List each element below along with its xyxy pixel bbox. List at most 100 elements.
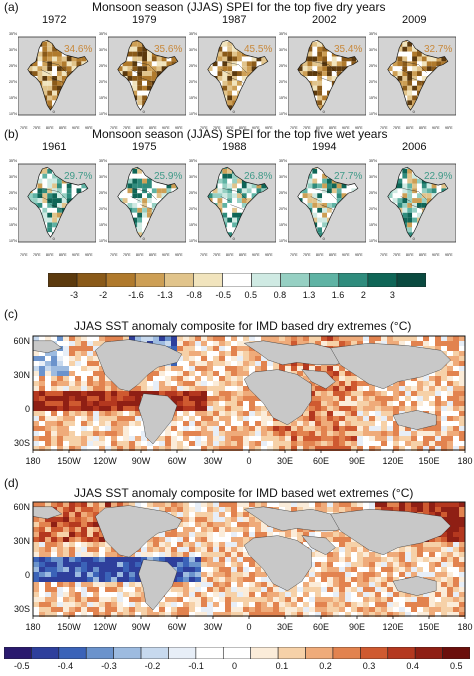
world-latitude-label: 30S <box>14 604 30 614</box>
area-percent-label: 22.9% <box>424 171 453 182</box>
panel-c-sst-map: 60N 30N 0 30S 180 150W 120W 90W 60W 30W 0 30E 60E 90E… <box>0 334 474 476</box>
sst-colorbar-label: -0.1 <box>188 661 204 671</box>
latitude-tick-label: 15°N <box>99 223 107 227</box>
latitude-tick-label: 20°N <box>279 80 287 84</box>
latitude-tick-label: 25°N <box>9 64 17 68</box>
sst-colorbar-swatches <box>4 647 470 659</box>
world-longitude-label: 180 <box>457 622 472 632</box>
panel-b-letter: (b) <box>4 127 19 141</box>
latitude-tick-label: 35°N <box>279 159 287 163</box>
longitude-tick-label: 70°E <box>200 253 208 257</box>
latitude-tick-label: 35°N <box>99 159 107 163</box>
latitude-tick-label: 30°N <box>9 48 17 52</box>
latitude-tick-label: 20°N <box>369 207 377 211</box>
longitude-tick-label: 95°E <box>85 126 93 130</box>
longitude-tick-label: 95°E <box>265 253 273 257</box>
sst-colorbar-label: 0.5 <box>450 661 463 671</box>
sst-colorbar-label: -0.5 <box>14 661 30 671</box>
longitude-tick-label: 90°E <box>252 126 260 130</box>
longitude-tick-label: 75°E <box>393 253 401 257</box>
world-longitude-label: 120E <box>382 456 403 466</box>
sst-colorbar-label: 0.4 <box>406 661 419 671</box>
latitude-tick-label: 10°N <box>369 112 377 116</box>
longitude-tick-label: 90°E <box>162 126 170 130</box>
latitude-tick-label: 35°N <box>99 32 107 36</box>
longitude-tick-label: 85°E <box>59 126 67 130</box>
year-label: 1994 <box>312 141 337 153</box>
world-latitude-label: 30N <box>13 370 30 380</box>
longitude-tick-label: 80°E <box>136 126 144 130</box>
longitude-tick-label: 80°E <box>316 253 324 257</box>
latitude-tick-label: 25°N <box>279 191 287 195</box>
india-spei-map <box>288 36 366 116</box>
spei-colorbar-label: 1.6 <box>331 290 345 300</box>
latitude-tick-label: 10°N <box>99 112 107 116</box>
world-longitude-label: 150W <box>57 456 81 466</box>
longitude-tick-label: 90°E <box>72 126 80 130</box>
latitude-tick-label: 15°N <box>9 96 17 100</box>
longitude-tick-label: 75°E <box>33 126 41 130</box>
spei-colorbar-label: 0.8 <box>273 290 287 300</box>
year-label: 1988 <box>222 141 247 153</box>
latitude-tick-label: 20°N <box>189 80 197 84</box>
longitude-tick-label: 85°E <box>59 253 67 257</box>
latitude-tick-label: 30°N <box>279 48 287 52</box>
latitude-tick-label: 35°N <box>9 159 17 163</box>
world-longitude-label: 60W <box>168 456 187 466</box>
latitude-tick-label: 25°N <box>9 191 17 195</box>
world-longitude-label: 180 <box>25 622 40 632</box>
longitude-tick-label: 75°E <box>213 253 221 257</box>
world-longitude-label: 120W <box>93 622 117 632</box>
latitude-tick-label: 35°N <box>189 32 197 36</box>
panel-d-title-text: JJAS SST anomaly composite for IMD based… <box>74 486 396 500</box>
latitude-tick-label: 15°N <box>279 223 287 227</box>
longitude-tick-label: 85°E <box>419 253 427 257</box>
panel-b-title: Monsoon season (JJAS) SPEI for the top f… <box>92 127 388 141</box>
india-spei-map <box>18 36 96 116</box>
panel-d-title-unit: °C) <box>395 486 414 500</box>
latitude-tick-label: 10°N <box>369 239 377 243</box>
longitude-tick-label: 95°E <box>355 253 363 257</box>
longitude-tick-label: 80°E <box>406 126 414 130</box>
longitude-tick-label: 90°E <box>342 253 350 257</box>
longitude-tick-label: 95°E <box>265 126 273 130</box>
latitude-tick-label: 20°N <box>9 80 17 84</box>
spei-colorbar-label: -1.3 <box>157 290 173 300</box>
world-longitude-label: 150E <box>418 456 439 466</box>
sst-colorbar-label: -0.2 <box>144 661 161 671</box>
longitude-tick-label: 95°E <box>355 126 363 130</box>
sst-colorbar-label: -0.3 <box>101 661 117 671</box>
world-longitude-label: 180 <box>457 456 472 466</box>
latitude-tick-label: 30°N <box>189 48 197 52</box>
world-latitude-label: 60N <box>13 336 30 346</box>
sst-colorbar: -0.5 -0.4 -0.3 -0.2 -0.1 0 0.1 0.2 0.3 0.4 0.5 <box>4 647 470 675</box>
longitude-tick-label: 85°E <box>239 253 247 257</box>
panel-a-letter: (a) <box>4 0 19 14</box>
world-longitude-label: 120W <box>93 456 117 466</box>
panel-c-letter: (c) <box>4 307 18 321</box>
sst-colorbar-label: 0.2 <box>319 661 332 671</box>
longitude-tick-label: 85°E <box>239 126 247 130</box>
panel-c-title-unit: °C) <box>393 319 412 333</box>
longitude-tick-label: 70°E <box>20 126 28 130</box>
sst-colorbar-label: 0.1 <box>275 661 289 671</box>
world-longitude-label: 150W <box>57 622 81 632</box>
latitude-tick-label: 35°N <box>279 32 287 36</box>
india-spei-map <box>198 163 276 243</box>
year-label: 1975 <box>132 141 157 153</box>
india-spei-map <box>378 163 456 243</box>
panel-d-sst-map: 60N 30N 0 30S 180 150W 120W 90W 60W 30W 0 30E 60E 90E… <box>0 500 474 642</box>
world-longitude-label: 0 <box>246 622 251 632</box>
longitude-tick-label: 75°E <box>303 126 311 130</box>
longitude-tick-label: 80°E <box>406 253 414 257</box>
longitude-tick-label: 80°E <box>226 253 234 257</box>
world-latitude-label: 0 <box>25 404 30 414</box>
spei-colorbar-label: 2 <box>360 290 366 300</box>
spei-colorbar-label: -1.6 <box>128 290 144 300</box>
world-longitude-label: 90E <box>349 622 365 632</box>
latitude-tick-label: 10°N <box>9 112 17 116</box>
longitude-tick-label: 75°E <box>123 126 131 130</box>
sst-colorbar-label: 0 <box>232 661 238 671</box>
world-longitude-label: 90E <box>349 456 365 466</box>
world-longitude-label: 0 <box>246 456 251 466</box>
